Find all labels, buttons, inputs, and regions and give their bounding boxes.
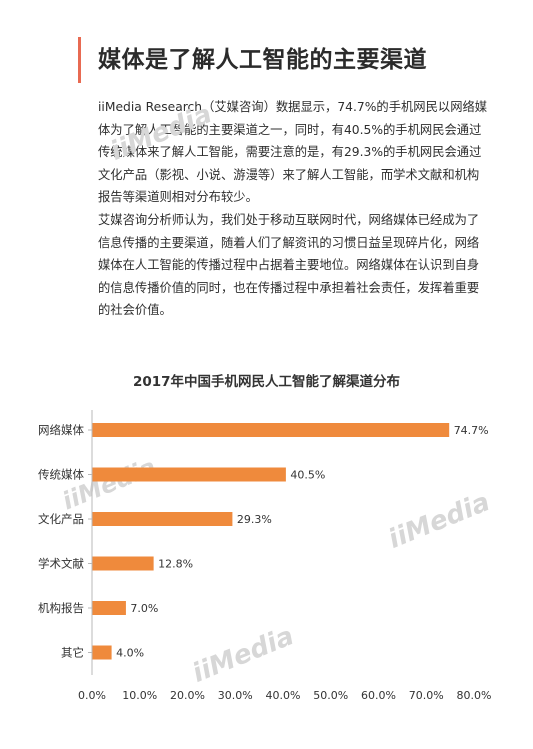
- article-body: iiMedia Research（艾媒咨询）数据显示，74.7%的手机网民以网络…: [98, 96, 490, 322]
- bar: [92, 601, 126, 615]
- bar: [92, 467, 286, 482]
- paragraph-1: iiMedia Research（艾媒咨询）数据显示，74.7%的手机网民以网络…: [98, 100, 488, 205]
- x-tick-label: 80.0%: [457, 689, 492, 702]
- x-tick-label: 30.0%: [218, 689, 253, 702]
- category-label: 网络媒体: [38, 423, 84, 437]
- x-tick-label: 50.0%: [313, 689, 348, 702]
- bar: [92, 645, 112, 660]
- category-label: 文化产品: [38, 512, 84, 526]
- x-tick-label: 0.0%: [78, 689, 106, 702]
- category-label: 传统媒体: [38, 468, 84, 482]
- data-label: 4.0%: [116, 647, 144, 660]
- data-label: 74.7%: [454, 424, 489, 437]
- category-label: 学术文献: [38, 557, 84, 571]
- chart-title: 2017年中国手机网民人工智能了解渠道分布: [132, 374, 401, 390]
- paragraph-2: 艾媒咨询分析师认为，我们处于移动互联网时代，网络媒体已经成为了信息传播的主要渠道…: [98, 212, 480, 318]
- bar: [92, 556, 154, 571]
- data-label: 29.3%: [237, 513, 272, 526]
- x-tick-label: 10.0%: [122, 689, 157, 702]
- data-label: 40.5%: [290, 469, 325, 482]
- bar: [92, 423, 450, 437]
- x-tick-label: 70.0%: [409, 689, 444, 702]
- x-tick-label: 20.0%: [170, 689, 205, 702]
- category-label: 机构报告: [38, 601, 84, 615]
- category-label: 其它: [61, 646, 84, 660]
- heading-accent-bar: [78, 37, 81, 83]
- data-label: 7.0%: [130, 602, 158, 615]
- bar: [92, 512, 233, 526]
- page-heading: 媒体是了解人工智能的主要渠道: [98, 47, 427, 73]
- x-tick-label: 40.0%: [266, 689, 301, 702]
- data-label: 12.8%: [158, 558, 193, 571]
- x-tick-label: 60.0%: [361, 689, 396, 702]
